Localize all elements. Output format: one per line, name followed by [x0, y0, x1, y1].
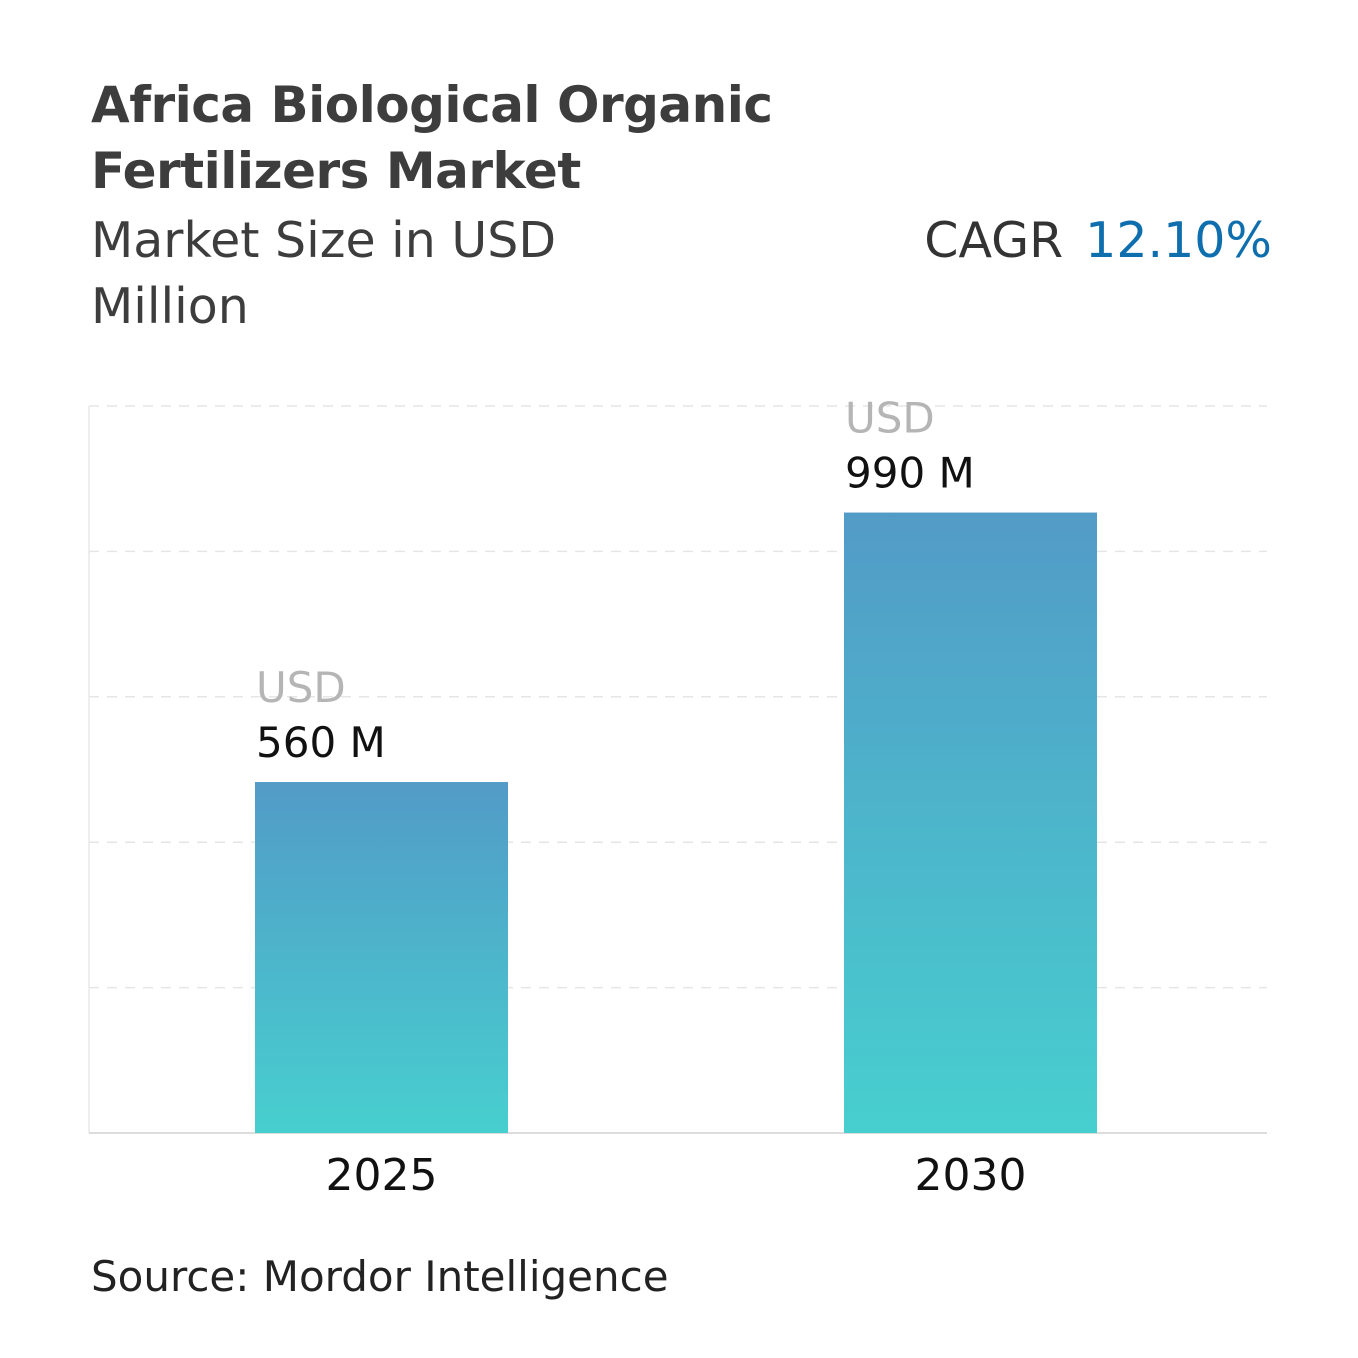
source-note: Source: Mordor Intelligence — [91, 1252, 669, 1301]
bar-2025 — [255, 782, 508, 1133]
value-label: 990 M — [845, 449, 975, 498]
cagr-label: CAGR — [924, 212, 1064, 269]
cagr: CAGR 12.10% — [924, 212, 1272, 269]
x-tick-label: 2025 — [326, 1150, 438, 1201]
chart-title: Africa Biological Organic Fertilizers Ma… — [91, 76, 773, 200]
chart-subtitle: Market Size in USD Million — [91, 212, 557, 335]
value-prefix-label: USD — [845, 394, 935, 443]
value-prefix-label: USD — [256, 663, 346, 712]
x-tick-label: 2030 — [915, 1150, 1027, 1201]
cagr-value: 12.10% — [1085, 212, 1272, 269]
value-label: 560 M — [256, 718, 386, 767]
bar-2030 — [844, 512, 1097, 1133]
